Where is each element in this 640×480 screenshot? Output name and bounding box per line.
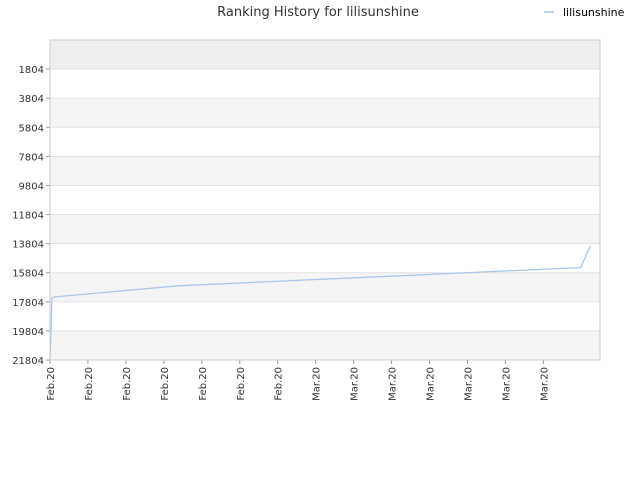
y-tick-label: 9804 [19, 181, 44, 192]
plot-band [50, 272, 600, 302]
x-tick-label: Feb.20 [122, 367, 133, 401]
plot-band [50, 330, 600, 360]
plot-band [50, 214, 600, 244]
y-tick-label: 15804 [12, 269, 44, 280]
y-tick-label: 5804 [19, 123, 44, 134]
x-tick-label: Mar.20 [312, 367, 323, 401]
y-tick-label: 19804 [12, 327, 44, 338]
x-tick-label: Mar.20 [539, 367, 550, 401]
plot-band [50, 127, 600, 157]
plot-band [50, 40, 600, 70]
y-tick-label: 13804 [12, 240, 44, 251]
x-tick-label: Mar.20 [501, 367, 512, 401]
series-layer [49, 245, 591, 361]
series-line-lilisunshine [49, 245, 591, 361]
y-tick-label: 17804 [12, 298, 44, 309]
y-tick-label: 7804 [19, 152, 44, 163]
x-tick-label: Mar.20 [463, 367, 474, 401]
plot-band [50, 243, 600, 273]
x-tick-label: Mar.20 [350, 367, 361, 401]
x-tick-label: Feb.20 [160, 367, 171, 401]
x-tick-label: Feb.20 [198, 367, 209, 401]
plot-bands [50, 40, 600, 360]
plot-band [50, 185, 600, 215]
y-axis: 1804 3804 5804 7804 9804 11804 13804 15804 17804… [12, 65, 50, 367]
y-tick-label: 1804 [19, 65, 44, 76]
chart-title: Ranking History for lilisunshine [217, 5, 419, 20]
y-tick-label: 3804 [19, 94, 44, 105]
x-tick-label: Feb.20 [236, 367, 247, 401]
y-tick-label: 21804 [12, 356, 44, 367]
plot-band [50, 156, 600, 186]
plot-frame [49, 39, 601, 361]
y-tick-label: 11804 [12, 211, 44, 222]
plot-band [50, 98, 600, 128]
x-tick-label: Feb.20 [274, 367, 285, 401]
x-tick-label: Feb.20 [84, 367, 95, 401]
x-tick-label: Mar.20 [426, 367, 437, 401]
legend: lilisunshine [544, 6, 625, 19]
x-axis: Feb.20 Feb.20 Feb.20 Feb.20 Feb.20 Feb.20 Feb.… [46, 360, 550, 401]
x-tick-label: Mar.20 [388, 367, 399, 401]
legend-label: lilisunshine [563, 6, 625, 19]
plot-band [50, 301, 600, 331]
x-tick-label: Feb.20 [46, 367, 57, 401]
plot-band [50, 69, 600, 99]
